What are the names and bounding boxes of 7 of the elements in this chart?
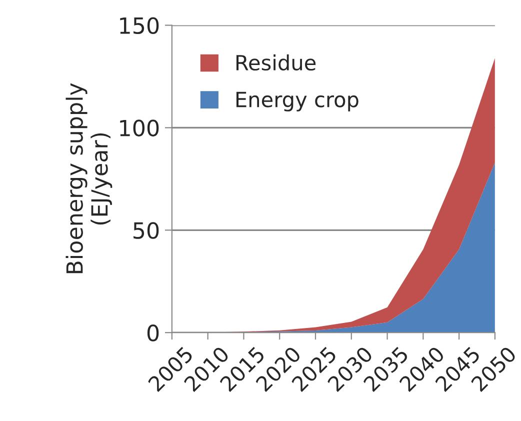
y-tick-label: 150 bbox=[120, 17, 159, 34]
y-tick-label: 100 bbox=[120, 120, 159, 136]
y-tick-label: 0 bbox=[147, 324, 159, 342]
y-tick-label: 50 bbox=[134, 222, 159, 239]
y-axis-title: Bioenergy supply (EJ/year) bbox=[66, 83, 112, 274]
legend-label: Residue bbox=[236, 54, 316, 71]
legend-label: Energy crop bbox=[236, 92, 358, 112]
